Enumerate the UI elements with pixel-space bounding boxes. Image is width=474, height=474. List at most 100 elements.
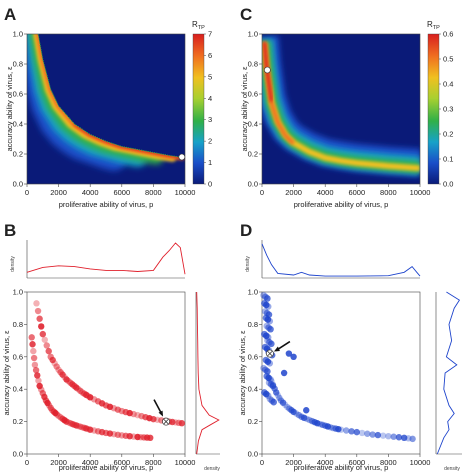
panel-a: A 0 2000 4000 6000 8000 10000 0.0 0.2 0.4 0.6 0.8 1…: [4, 5, 212, 209]
marker-cross-b: [163, 419, 169, 425]
x-tick-label: 8000: [380, 458, 397, 467]
scatter-point: [266, 359, 274, 367]
panel-d: D density 0 2000 4000 6000 8000 10000 0.0 0.2 0.…: [238, 221, 462, 472]
colorbar-ticks-c: 0.0 0.1 0.2 0.3 0.4 0.5 0.6: [439, 30, 453, 189]
xlabel-c: proliferative ability of virus, p: [294, 200, 389, 209]
scatter-point: [264, 303, 272, 310]
scatter-point: [270, 398, 277, 406]
density-label-top-b: density: [10, 256, 16, 272]
x-tick-label: 6000: [113, 188, 130, 197]
scatter-point: [264, 295, 271, 302]
scatter-point: [130, 410, 137, 418]
xlabel-b: proliferative ability of virus, p: [59, 463, 154, 472]
scatter-point: [279, 399, 287, 406]
scatter-point: [262, 332, 270, 340]
scatter-point: [43, 342, 50, 349]
density-label-top-d: density: [245, 256, 251, 272]
scatter-point: [106, 403, 114, 411]
colorbar-tick-label: 0.1: [443, 155, 453, 164]
plot-frame-a: [26, 33, 186, 185]
panel-b: B density 0 2000 4000 6000 8000 10000 0.0 0.2 0.…: [2, 221, 220, 472]
scatter-point: [374, 431, 382, 439]
plot-frame-b: [26, 291, 186, 455]
scatter-point: [337, 426, 345, 433]
ylabel-c: accuracy ability of virus, ε: [240, 66, 249, 152]
density-right-b: [195, 291, 220, 455]
colorbar-tick-label: 5: [208, 72, 212, 81]
density-right-curve-d: [436, 291, 461, 455]
x-tick-label: 10000: [175, 188, 196, 197]
scatter-point: [364, 430, 371, 437]
y-tick-label: 0.0: [248, 180, 258, 189]
scatter-point: [401, 434, 408, 441]
marker-arrowhead-d: [273, 346, 280, 352]
scatter-point: [327, 424, 334, 431]
y-tick-label: 0.6: [13, 352, 23, 361]
scatter-point: [87, 394, 94, 401]
colorbar-c: [427, 33, 440, 185]
y-tick-label: 0.4: [248, 385, 258, 394]
axes-b: 0 2000 4000 6000 8000 10000 0.0 0.2 0.4 0.6 0.8 1.0: [13, 288, 196, 468]
scatter-point: [395, 434, 403, 441]
scatter-point: [126, 409, 133, 417]
x-tick-label: 2000: [50, 188, 67, 197]
x-tick-label: 4000: [317, 458, 334, 467]
ylabel-a: accuracy ability of virus, ε: [5, 66, 14, 152]
x-tick-label: 0: [260, 188, 264, 197]
scatter-point: [33, 300, 40, 307]
scatter-point: [409, 435, 416, 443]
scatter-point: [178, 420, 186, 427]
heatmap-a-bands: [27, 34, 185, 171]
panel-letter-d: D: [240, 221, 252, 240]
x-tick-label: 10000: [410, 188, 431, 197]
ylabel-b: accuracy ability of virus, ε: [2, 330, 11, 416]
y-tick-label: 0.2: [13, 417, 23, 426]
x-tick-label: 0: [25, 458, 29, 467]
density-right-d: [435, 291, 462, 455]
colorbar-tick-label: 0.5: [443, 55, 453, 64]
scatter-point: [52, 409, 59, 417]
scatter-point: [169, 418, 176, 426]
scatter-point: [39, 330, 46, 338]
y-tick-label: 0.8: [248, 320, 258, 329]
panel-letter-b: B: [4, 221, 16, 240]
colorbar-tick-label: 2: [208, 137, 212, 146]
marker-arrowhead-b: [158, 410, 164, 417]
y-tick-label: 0.0: [13, 450, 23, 459]
colorbar-tick-label: 7: [208, 30, 212, 39]
scatter-point: [343, 427, 350, 434]
scatter-point: [303, 415, 310, 423]
ylabel-d: accuracy ability of virus, ε: [238, 330, 247, 416]
scatter-point: [31, 361, 39, 369]
scatter-point: [87, 426, 94, 433]
x-tick-label: 0: [25, 188, 29, 197]
colorbar-tick-label: 0.6: [443, 30, 453, 39]
scatter-b: [28, 300, 186, 441]
y-tick-label: 1.0: [13, 30, 23, 39]
scatter-point: [114, 431, 122, 438]
scatter-point: [126, 432, 133, 440]
scatter-point: [267, 325, 274, 333]
xlabel-d: proliferative ability of virus, p: [294, 463, 389, 472]
scatter-point: [303, 407, 310, 414]
x-tick-label: 2000: [285, 188, 302, 197]
scatter-point: [45, 347, 52, 355]
axes-c: 0 2000 4000 6000 8000 10000 0.0 0.2 0.4 0.6 0.8 1.0: [248, 30, 431, 198]
plot-frame-d: [261, 291, 421, 455]
scatter-point: [34, 372, 41, 379]
scatter-point: [106, 430, 114, 437]
y-tick-label: 0.6: [248, 352, 258, 361]
scatter-point: [273, 389, 280, 396]
scatter-point: [390, 433, 397, 440]
density-top-b: [26, 240, 186, 279]
x-tick-label: 2000: [285, 458, 302, 467]
y-tick-label: 0.6: [248, 90, 258, 99]
y-tick-label: 0.4: [13, 385, 23, 394]
scatter-point: [369, 431, 376, 438]
scatter-point: [280, 369, 288, 377]
panel-letter-a: A: [4, 5, 16, 24]
scatter-point: [134, 433, 141, 441]
scatter-point: [30, 347, 37, 355]
panel-c: C 0 2000 4000 6000 8000 10000 0.0 0.2 0.4 0.6 0.8 1…: [240, 5, 453, 209]
scatter-point: [44, 399, 51, 407]
